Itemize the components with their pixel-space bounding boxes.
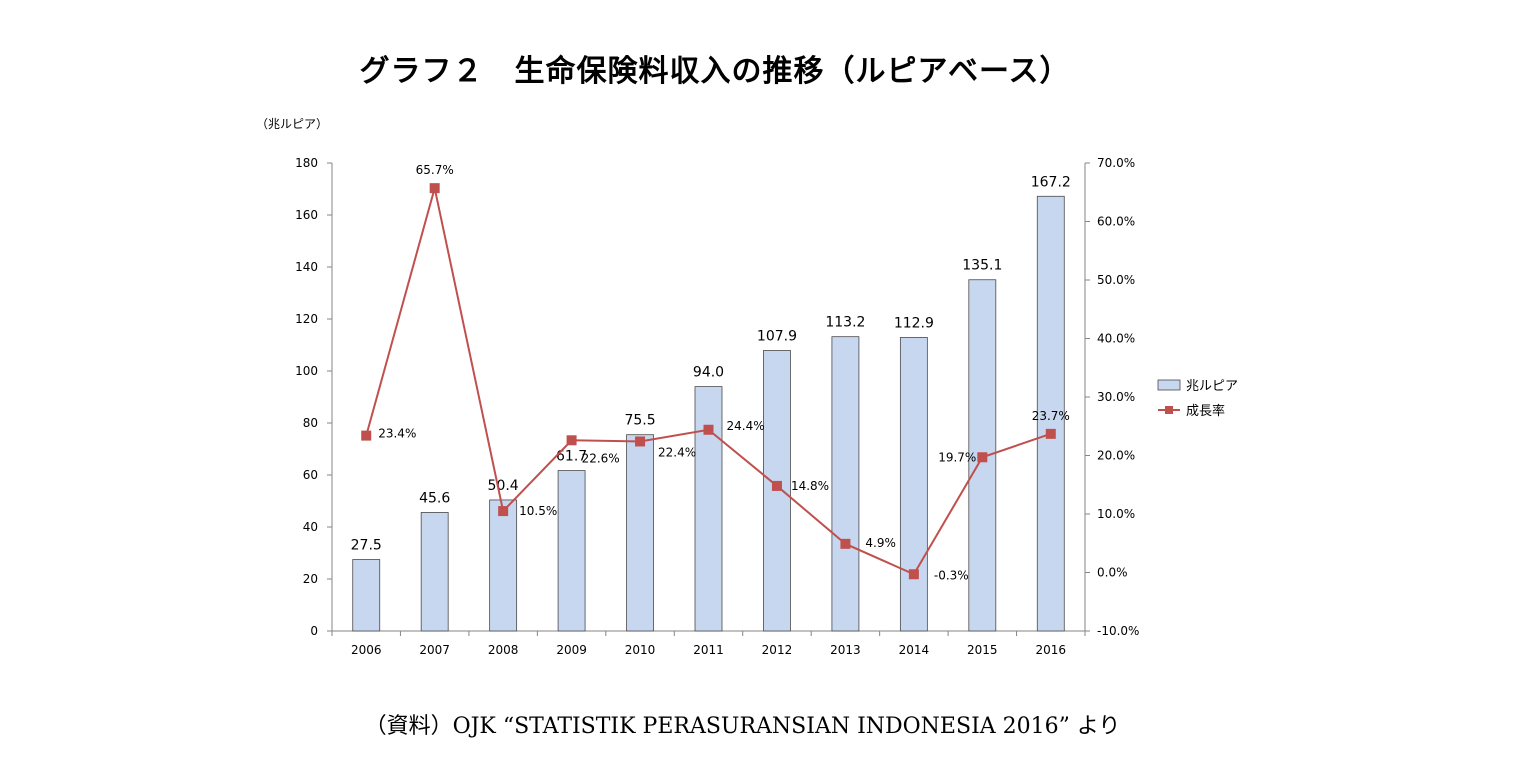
bar — [1036, 195, 1065, 632]
bar-value-label: 112.9 — [894, 315, 934, 331]
bar — [694, 386, 723, 632]
line-marker — [566, 435, 577, 446]
line-marker — [703, 424, 714, 435]
bar — [557, 470, 586, 632]
line-marker — [361, 430, 372, 441]
line-marker — [840, 538, 851, 549]
right-tick-label: 70.0% — [1097, 156, 1135, 170]
x-tick-label: 2016 — [1035, 643, 1066, 657]
line-labels: 23.4% 65.7% 10.5% 22.6% 22.4% 24.4% 14.8% 4.9% -… — [378, 163, 1070, 582]
line-series — [361, 183, 1056, 580]
line-marker — [635, 436, 646, 447]
right-tick-label: 60.0% — [1097, 215, 1135, 229]
legend-swatch-marker — [1165, 406, 1173, 414]
bar-value-label: 45.6 — [419, 490, 450, 506]
line-value-label: 19.7% — [938, 450, 976, 464]
x-tick-label: 2008 — [488, 643, 519, 657]
left-tick-label: 140 — [295, 260, 318, 274]
line-value-label: 65.7% — [416, 163, 454, 177]
left-tick-label: 120 — [295, 312, 318, 326]
x-tick-label: 2007 — [419, 643, 450, 657]
bar — [489, 499, 518, 632]
x-tick-label: 2014 — [899, 643, 930, 657]
bar-labels: 27.5 45.6 50.4 61.7 75.5 94.0 107.9 113.2 112.9 1… — [351, 174, 1071, 553]
bar-value-label: 61.7 — [556, 449, 587, 465]
left-tick-label: 20 — [303, 572, 318, 586]
bar-series — [352, 195, 1065, 632]
chart-title: グラフ２ 生命保険料収入の推移（ルピアベース） — [359, 54, 1071, 89]
bar — [420, 512, 449, 632]
legend-label-line: 成長率 — [1186, 403, 1225, 419]
right-tick-label: -10.0% — [1097, 624, 1139, 638]
bar — [352, 559, 381, 632]
line-value-label: 23.4% — [378, 427, 416, 441]
right-tick-label: 20.0% — [1097, 449, 1135, 463]
line-marker — [429, 183, 440, 194]
line-marker — [977, 452, 988, 463]
x-tick-label: 2013 — [830, 643, 861, 657]
line-marker — [1045, 428, 1056, 439]
bar-value-label: 27.5 — [351, 538, 382, 554]
line-marker — [498, 506, 509, 517]
left-tick-label: 60 — [303, 468, 318, 482]
x-tick-label: 2009 — [556, 643, 587, 657]
bar — [626, 434, 654, 632]
left-tick-label: 40 — [303, 520, 318, 534]
left-axis-unit-label: （兆ルピア） — [256, 117, 328, 131]
line-value-label: -0.3% — [934, 568, 969, 582]
source-note: （資料）OJK “STATISTIK PERASURANSIAN INDONES… — [364, 714, 1121, 739]
axes: 0 20 40 60 80 100 120 140 160 180 -10.0% 0.0% 10.0% 2… — [295, 156, 1139, 657]
bar — [831, 336, 860, 632]
line-value-label: 10.5% — [519, 504, 557, 518]
bar-value-label: 113.2 — [825, 315, 865, 331]
left-tick-label: 80 — [303, 416, 318, 430]
right-tick-label: 10.0% — [1097, 507, 1135, 521]
right-tick-label: 0.0% — [1097, 566, 1128, 580]
line-value-label: 22.6% — [582, 451, 620, 465]
line-value-label: 4.9% — [865, 536, 896, 550]
line-value-label: 23.7% — [1032, 409, 1070, 423]
right-tick-label: 50.0% — [1097, 273, 1135, 287]
right-tick-label: 30.0% — [1097, 390, 1135, 404]
left-tick-label: 100 — [295, 364, 318, 378]
left-tick-label: 160 — [295, 208, 318, 222]
legend-swatch-bar — [1157, 379, 1181, 391]
x-tick-label: 2015 — [967, 643, 998, 657]
line-value-label: 24.4% — [727, 419, 765, 433]
bar-value-label: 75.5 — [624, 413, 655, 429]
x-tick-label: 2012 — [762, 643, 793, 657]
line-marker — [908, 569, 919, 580]
line-marker — [771, 480, 782, 491]
line-value-label: 22.4% — [658, 445, 696, 459]
bar-value-label: 135.1 — [962, 258, 1002, 274]
left-tick-label: 0 — [310, 624, 318, 638]
legend-label-bar: 兆ルピア — [1186, 379, 1238, 394]
bar-value-label: 94.0 — [693, 365, 724, 381]
bar-value-label: 107.9 — [757, 328, 797, 344]
x-tick-label: 2006 — [351, 643, 382, 657]
bar-value-label: 167.2 — [1031, 174, 1071, 190]
line-value-label: 14.8% — [791, 479, 829, 493]
bar — [899, 337, 928, 632]
left-tick-label: 180 — [295, 156, 318, 170]
right-tick-label: 40.0% — [1097, 332, 1135, 346]
x-tick-label: 2011 — [693, 643, 724, 657]
bar-value-label: 50.4 — [488, 478, 519, 494]
x-tick-label: 2010 — [625, 643, 656, 657]
